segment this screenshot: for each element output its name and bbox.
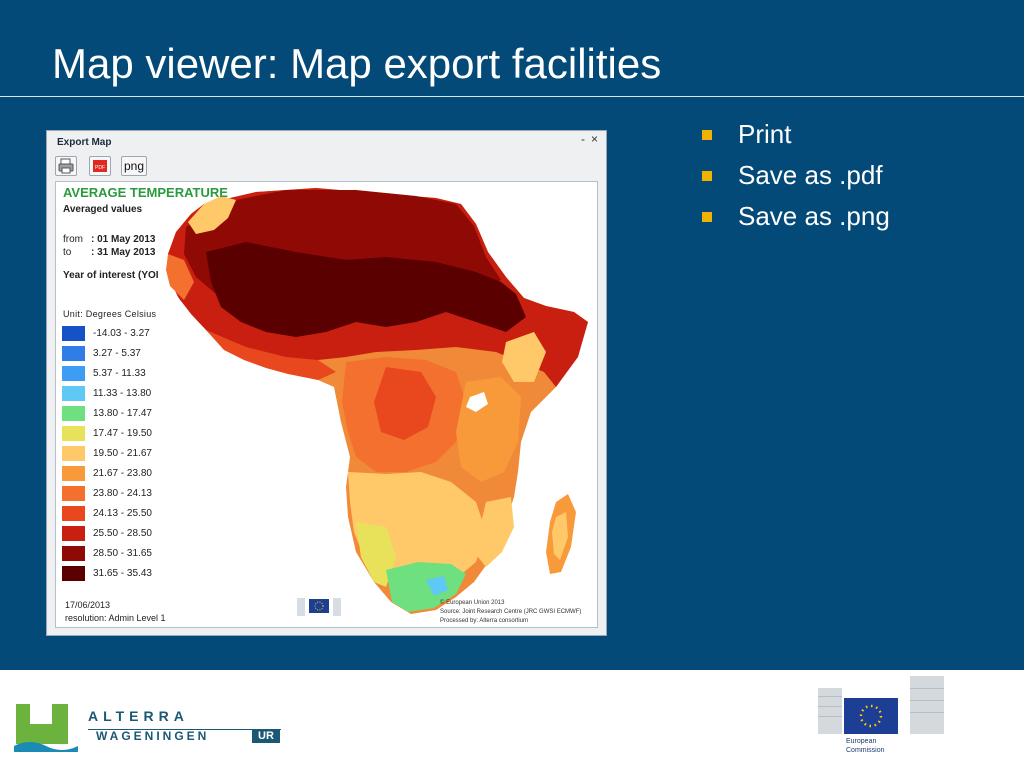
save-pdf-button[interactable]: PDF [89, 156, 111, 176]
region-mozambique [474, 497, 514, 567]
ec-logo-small [296, 595, 342, 623]
slide-title: Map viewer: Map export facilities [52, 40, 662, 87]
alterra-wageningen-logo: ALTERRA WAGENINGEN UR [14, 702, 286, 754]
region-west-coast [166, 254, 194, 300]
credit-line: © European Union 2013 [440, 600, 505, 606]
legend-swatch [62, 486, 85, 501]
date-to-row: to : 31 May 2013 [63, 247, 156, 258]
legend-label: 23.80 - 24.13 [93, 488, 152, 499]
year-of-interest: Year of interest (YOI [63, 270, 159, 281]
legend-swatch [62, 426, 85, 441]
credit-line: Source: Joint Research Centre (JRC GWSI … [440, 609, 582, 615]
printer-icon [58, 158, 74, 174]
ec-label-line: Commission [846, 747, 885, 754]
legend-label: 21.67 - 23.80 [93, 468, 152, 479]
legend-label: 25.50 - 28.50 [93, 528, 152, 539]
map-credits: © European Union 2013 Source: Joint Rese… [440, 599, 581, 626]
legend-swatch [62, 466, 85, 481]
pdf-icon: PDF [93, 160, 107, 172]
slide-background: Map viewer: Map export facilities Export… [0, 0, 1024, 670]
region-madagascar-highland [552, 512, 568, 560]
to-value: : 31 May 2013 [91, 247, 156, 258]
legend-label: 17.47 - 19.50 [93, 428, 152, 439]
legend-swatch [62, 546, 85, 561]
legend-swatch [62, 366, 85, 381]
legend-label: 13.80 - 17.47 [93, 408, 152, 419]
region-congo [374, 367, 436, 440]
ec-building-icon [818, 676, 944, 734]
ur-badge: UR [252, 729, 280, 743]
legend-label: 24.13 - 25.50 [93, 508, 152, 519]
bullet-text: Save as .png [738, 201, 890, 231]
bullet-square-icon [702, 212, 712, 222]
map-panel: AVERAGE TEMPERATURE Averaged values from… [55, 181, 598, 628]
legend-label: 11.33 - 13.80 [93, 388, 152, 399]
ec-label: European Commission [846, 737, 885, 755]
alterra-wordmark: ALTERRA [88, 708, 189, 724]
region-sahel-darkest [206, 242, 526, 337]
bullet-text: Print [738, 119, 792, 149]
window-title: Export Map [57, 137, 112, 148]
credit-line: Processed by: Alterra consortium [440, 618, 529, 624]
pdf-icon-label: PDF [95, 165, 105, 171]
bullet-square-icon [702, 171, 712, 181]
map-title: AVERAGE TEMPERATURE [63, 185, 228, 200]
legend-label: 19.50 - 21.67 [93, 448, 152, 459]
title-divider [0, 96, 1024, 97]
resolution-label: resolution: Admin Level 1 [65, 613, 166, 623]
bullet-item: Save as .pdf [700, 155, 890, 196]
window-controls: - × [575, 132, 598, 146]
legend-label: 5.37 - 11.33 [93, 368, 146, 379]
export-map-window[interactable]: Export Map - × PDF png [46, 130, 607, 636]
legend-swatch [62, 326, 85, 341]
region-namibia [356, 522, 396, 587]
minimize-button[interactable]: - [580, 132, 585, 146]
to-label: to [63, 247, 72, 258]
european-commission-logo: European Commission [818, 676, 946, 762]
export-date: 17/06/2013 [65, 600, 111, 610]
region-guinea-coast [206, 330, 336, 380]
save-png-button[interactable]: png [121, 156, 147, 176]
region-lake-victoria [466, 392, 488, 412]
legend-swatch [62, 346, 85, 361]
feature-bullet-list: Print Save as .pdf Save as .png [700, 114, 890, 237]
legend-label: 31.65 - 35.43 [93, 568, 152, 579]
from-label: from [63, 234, 83, 245]
region-ethiopia-highland [502, 332, 546, 382]
unit-label: Unit: Degrees Celsius [63, 309, 157, 319]
alterra-emblem-icon [14, 704, 78, 752]
legend-swatch [62, 386, 85, 401]
ec-label-line: European [846, 738, 877, 745]
region-horn [544, 322, 588, 387]
legend-swatch [62, 406, 85, 421]
close-button[interactable]: × [590, 132, 598, 146]
alterra-band [88, 729, 281, 730]
legend-label: 3.27 - 5.37 [93, 348, 141, 359]
bullet-item: Print [700, 114, 890, 155]
bullet-square-icon [702, 130, 712, 140]
map-subtitle: Averaged values [63, 204, 143, 215]
region-morocco [188, 196, 236, 234]
africa-map[interactable] [56, 182, 597, 627]
wageningen-wordmark: WAGENINGEN [96, 729, 210, 743]
region-lesotho [426, 576, 448, 596]
region-south-africa [386, 562, 466, 612]
print-button[interactable] [55, 156, 77, 176]
legend-swatch [62, 446, 85, 461]
legend-swatch [62, 566, 85, 581]
legend-swatch [62, 526, 85, 541]
date-from-row: from : 01 May 2013 [63, 234, 156, 245]
bullet-text: Save as .pdf [738, 160, 883, 190]
bullet-item: Save as .png [700, 196, 890, 237]
legend-label: 28.50 - 31.65 [93, 548, 152, 559]
from-value: : 01 May 2013 [91, 234, 156, 245]
legend-swatch [62, 506, 85, 521]
legend-label: -14.03 - 3.27 [93, 328, 150, 339]
